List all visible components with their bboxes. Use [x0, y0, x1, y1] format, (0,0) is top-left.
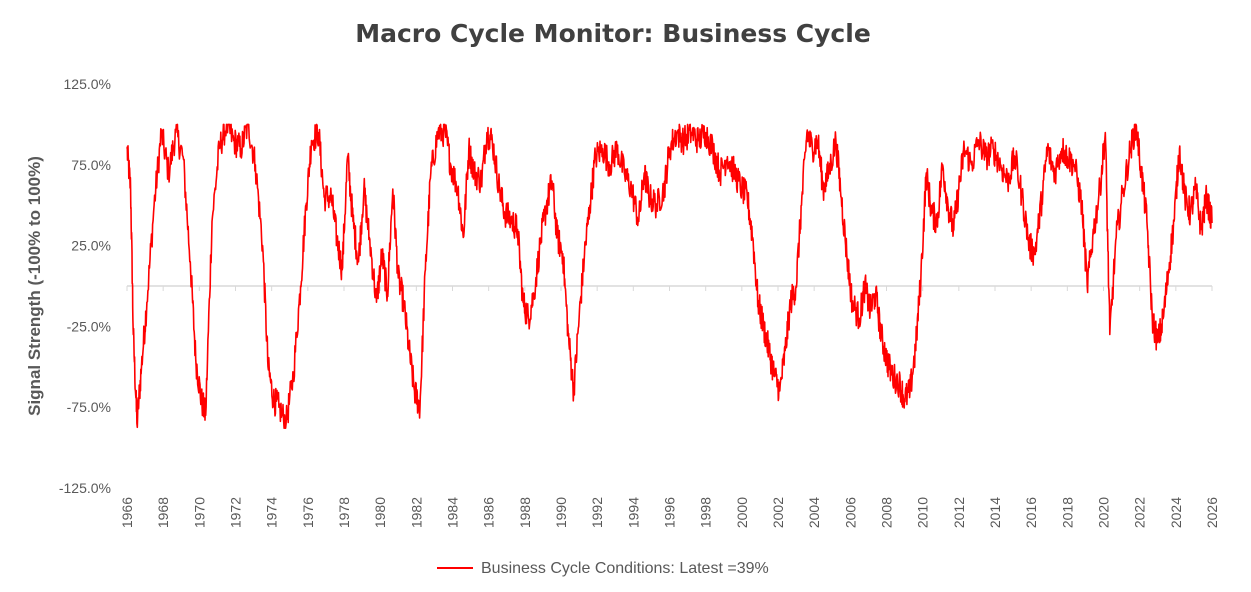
x-tick-label: 2012 — [951, 497, 967, 528]
y-axis-title: Signal Strength (-100% to 100%) — [25, 156, 44, 416]
x-tick-label: 1994 — [625, 497, 641, 528]
legend-label: Business Cycle Conditions: Latest =39% — [481, 560, 769, 577]
y-tick-label: -125.0% — [59, 480, 111, 496]
x-tick-label: 2016 — [1023, 497, 1039, 528]
x-tick-label: 1988 — [517, 497, 533, 528]
x-tick-label: 1970 — [191, 497, 207, 528]
y-tick-label: 25.0% — [71, 238, 111, 254]
series-lines — [126, 123, 1213, 429]
x-tick-label: 1980 — [372, 497, 388, 528]
x-tick-labels: 1966 1968 1970 1972 1974 1976 1978 1980 1982 1984… — [119, 497, 1220, 528]
x-tick-label: 1978 — [336, 497, 352, 528]
x-tick-label: 1984 — [445, 497, 461, 528]
y-tick-labels: 125.0% 75.0% 25.0% -25.0% -75.0% -125.0% — [59, 76, 111, 496]
legend: Business Cycle Conditions: Latest =39% — [437, 560, 769, 577]
x-tick-label: 2024 — [1168, 497, 1184, 528]
x-tick-label: 2022 — [1132, 497, 1148, 528]
x-tick-label: 1968 — [155, 497, 171, 528]
x-tick-label: 1966 — [119, 497, 135, 528]
x-tick-label: 2010 — [915, 497, 931, 528]
x-tick-label: 2002 — [770, 497, 786, 528]
x-tick-label: 2006 — [842, 497, 858, 528]
x-tick-label: 2018 — [1059, 497, 1075, 528]
x-tick-label: 1974 — [264, 497, 280, 528]
x-tick-label: 1972 — [228, 497, 244, 528]
x-tick-label: 2020 — [1096, 497, 1112, 528]
x-tick-label: 1976 — [300, 497, 316, 528]
x-tick-label: 1986 — [481, 497, 497, 528]
y-tick-label: 125.0% — [64, 76, 111, 92]
x-tick-label: 2026 — [1204, 497, 1220, 528]
x-tick-label: 1982 — [408, 497, 424, 528]
zero-axis — [126, 285, 1213, 291]
y-tick-label: -75.0% — [67, 399, 111, 415]
x-tick-label: 1998 — [698, 497, 714, 528]
series-line — [126, 123, 1213, 429]
chart-title: Macro Cycle Monitor: Business Cycle — [355, 19, 871, 48]
x-tick-label: 2014 — [987, 497, 1003, 528]
x-tick-label: 1990 — [553, 497, 569, 528]
x-tick-label: 2004 — [806, 497, 822, 528]
y-tick-label: 75.0% — [71, 157, 111, 173]
x-tick-label: 1992 — [589, 497, 605, 528]
x-tick-label: 2008 — [879, 497, 895, 528]
y-tick-label: -25.0% — [67, 318, 111, 334]
x-tick-label: 2000 — [734, 497, 750, 528]
x-tick-label: 1996 — [662, 497, 678, 528]
